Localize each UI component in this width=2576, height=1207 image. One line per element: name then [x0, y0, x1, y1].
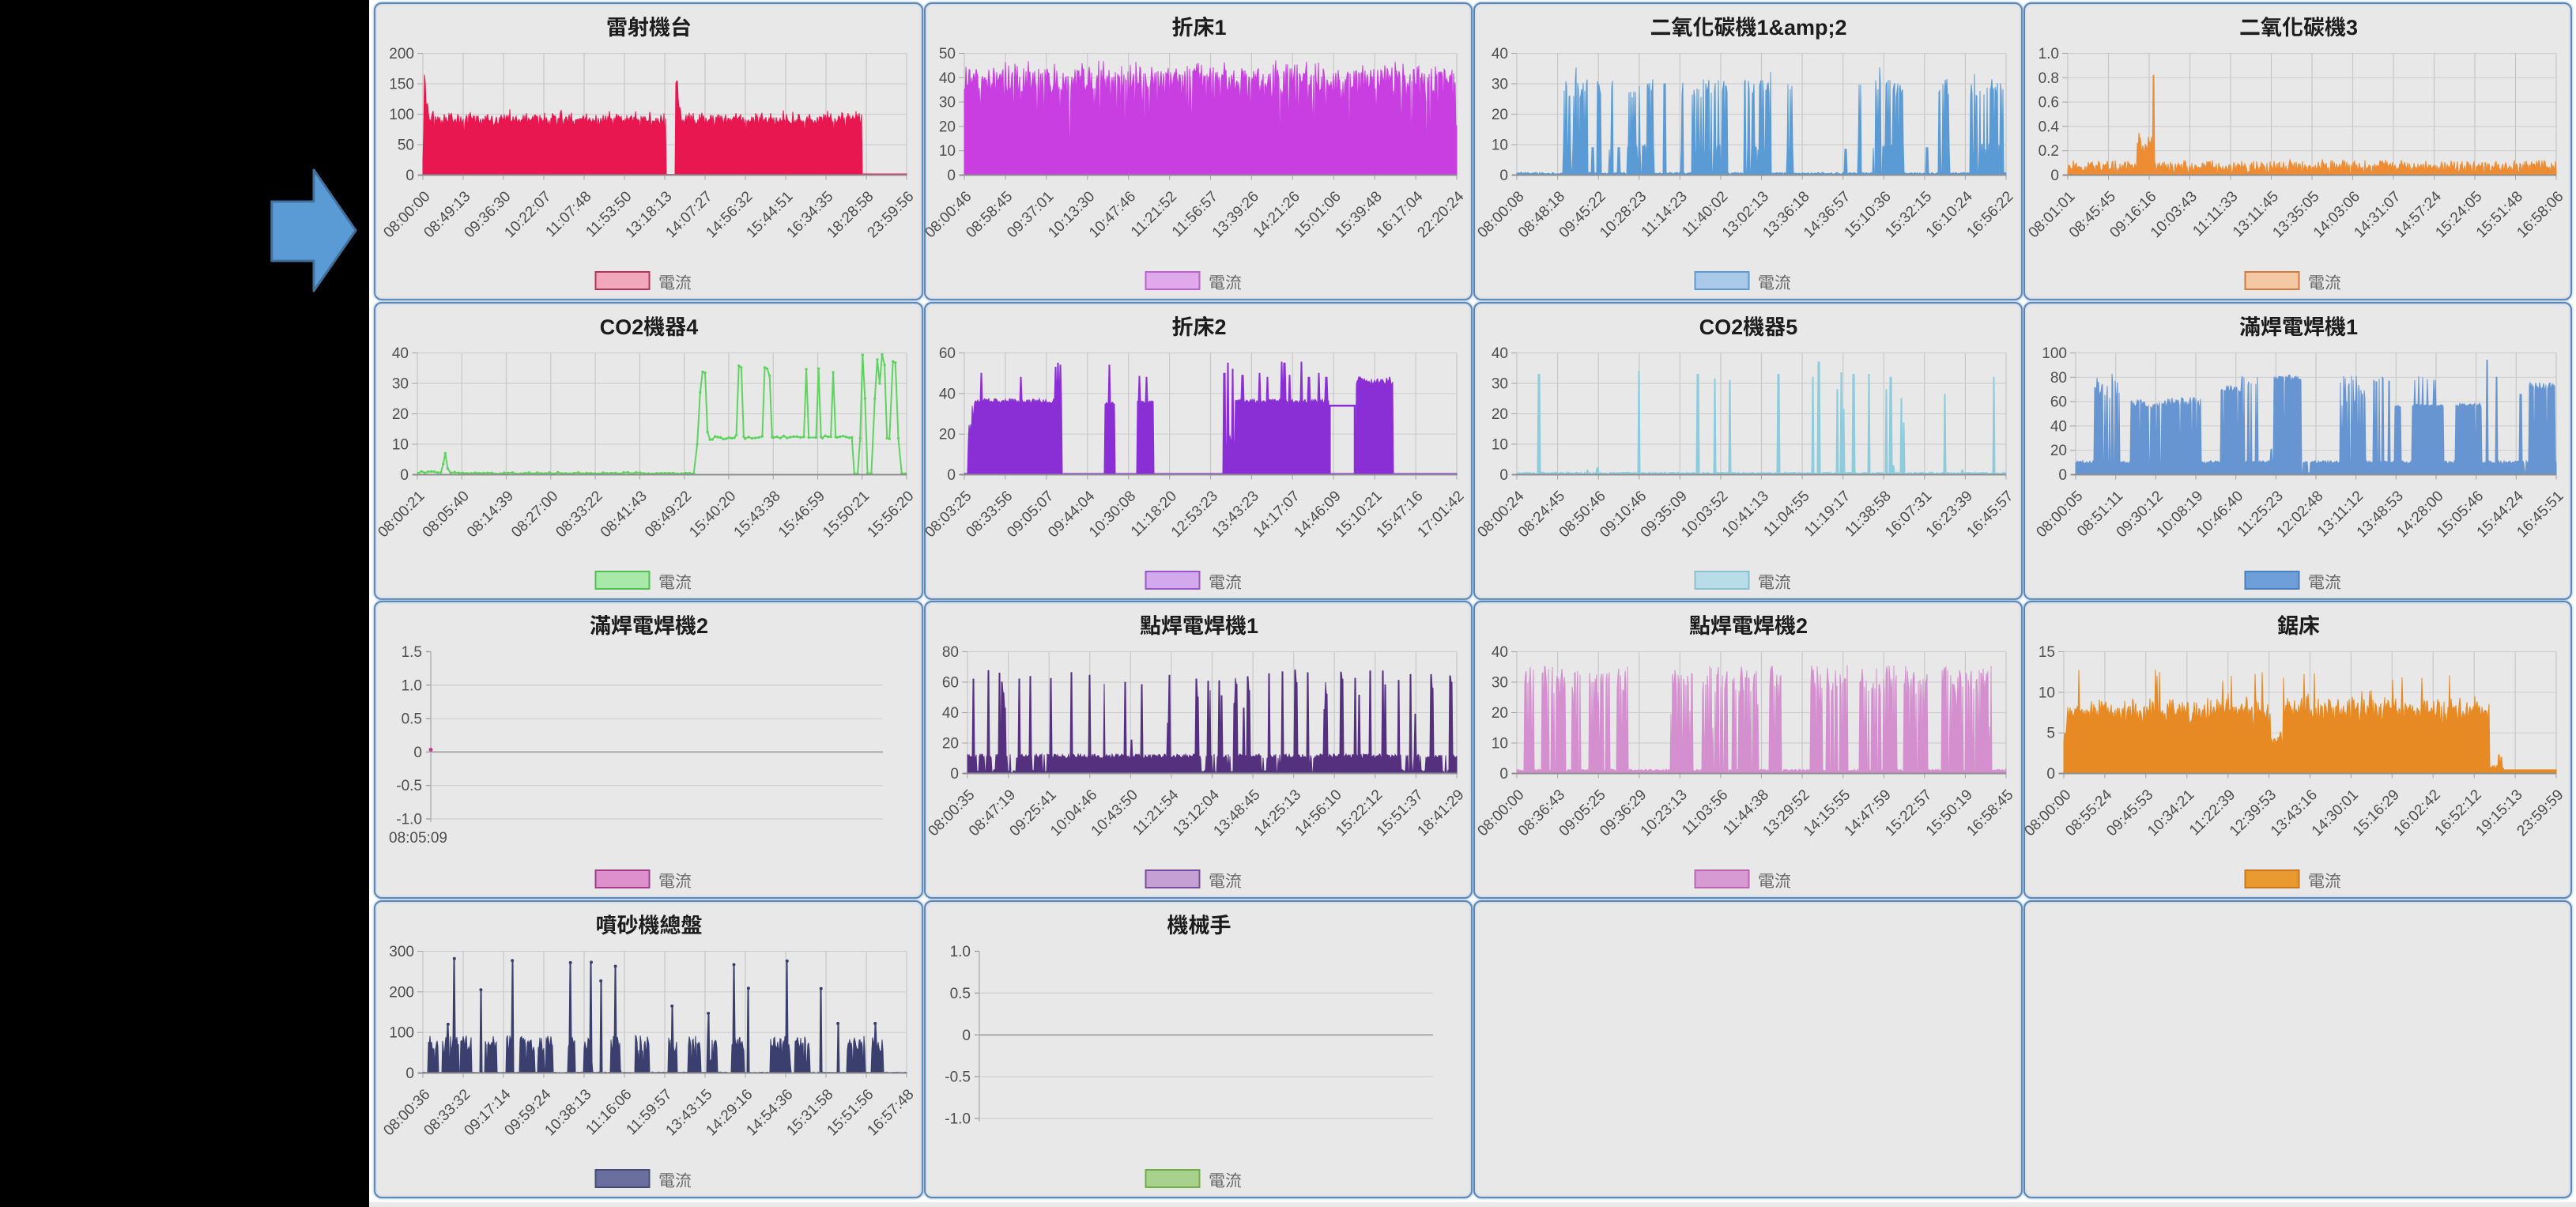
svg-text:200: 200: [389, 984, 414, 1001]
svg-text:40: 40: [2050, 418, 2066, 435]
svg-text:10: 10: [2038, 685, 2054, 701]
svg-text:0.4: 0.4: [2038, 119, 2059, 136]
svg-text:20: 20: [392, 406, 409, 423]
svg-text:0: 0: [2046, 766, 2055, 783]
svg-text:0.2: 0.2: [2038, 143, 2058, 160]
svg-text:08:27:00: 08:27:00: [508, 488, 561, 541]
svg-text:40: 40: [938, 386, 955, 402]
svg-text:30: 30: [1492, 77, 1508, 93]
svg-text:100: 100: [2042, 345, 2067, 362]
svg-text:100: 100: [389, 107, 414, 123]
svg-text:40: 40: [938, 70, 955, 87]
svg-text:15:56:20: 15:56:20: [864, 488, 917, 541]
svg-text:60: 60: [2050, 394, 2066, 410]
svg-text:0: 0: [962, 1027, 971, 1043]
svg-text:0: 0: [400, 467, 409, 484]
svg-text:0.5: 0.5: [402, 711, 422, 728]
svg-text:0.6: 0.6: [2038, 95, 2058, 111]
svg-text:15:40:20: 15:40:20: [686, 488, 739, 541]
svg-text:150: 150: [389, 77, 414, 93]
svg-text:15: 15: [2038, 644, 2054, 661]
svg-text:20: 20: [938, 426, 955, 443]
svg-text:0: 0: [1499, 467, 1508, 484]
svg-text:0: 0: [947, 168, 956, 184]
svg-text:10: 10: [392, 436, 409, 453]
svg-text:0: 0: [2050, 168, 2059, 184]
svg-text:08:41:43: 08:41:43: [598, 488, 651, 541]
svg-text:10: 10: [1492, 736, 1508, 752]
svg-text:1.0: 1.0: [949, 944, 970, 960]
svg-text:15:43:38: 15:43:38: [731, 488, 784, 541]
svg-text:0: 0: [950, 766, 959, 783]
svg-text:30: 30: [938, 95, 955, 111]
svg-text:60: 60: [938, 345, 955, 362]
svg-text:0: 0: [413, 745, 422, 761]
svg-text:300: 300: [389, 944, 414, 960]
svg-text:1.0: 1.0: [402, 677, 422, 694]
svg-text:20: 20: [2050, 443, 2066, 459]
svg-text:08:00:21: 08:00:21: [375, 488, 428, 541]
svg-text:40: 40: [1492, 644, 1508, 661]
svg-text:40: 40: [941, 705, 958, 722]
svg-text:-0.5: -0.5: [945, 1069, 971, 1085]
svg-text:40: 40: [392, 345, 409, 362]
svg-text:10: 10: [938, 143, 955, 160]
svg-text:15:50:21: 15:50:21: [820, 488, 873, 541]
svg-text:20: 20: [941, 736, 958, 752]
svg-text:50: 50: [938, 46, 955, 62]
svg-text:-1.0: -1.0: [396, 812, 422, 828]
svg-text:50: 50: [398, 138, 414, 154]
svg-text:100: 100: [389, 1024, 414, 1041]
svg-text:60: 60: [941, 675, 958, 692]
svg-text:0.8: 0.8: [2038, 70, 2058, 87]
svg-text:80: 80: [2050, 369, 2066, 386]
svg-text:08:49:22: 08:49:22: [642, 488, 695, 541]
svg-text:15:46:59: 15:46:59: [775, 488, 828, 541]
svg-text:40: 40: [1492, 345, 1508, 362]
svg-text:-0.5: -0.5: [396, 778, 422, 794]
svg-text:10: 10: [1492, 436, 1508, 453]
svg-text:20: 20: [1492, 705, 1508, 722]
svg-text:08:33:22: 08:33:22: [553, 488, 605, 541]
svg-text:0.5: 0.5: [949, 985, 970, 1001]
svg-text:80: 80: [941, 644, 958, 661]
svg-text:0: 0: [1499, 766, 1508, 783]
svg-text:10: 10: [1492, 138, 1508, 154]
svg-text:08:14:39: 08:14:39: [464, 488, 517, 541]
svg-text:0: 0: [2058, 467, 2067, 484]
svg-text:0: 0: [405, 168, 414, 184]
svg-text:200: 200: [389, 46, 414, 62]
svg-text:1.5: 1.5: [402, 644, 422, 661]
svg-text:20: 20: [938, 119, 955, 136]
svg-text:40: 40: [1492, 46, 1508, 62]
svg-text:30: 30: [1492, 675, 1508, 692]
svg-text:08:05:09: 08:05:09: [389, 830, 447, 847]
svg-text:0: 0: [947, 467, 956, 484]
svg-text:30: 30: [392, 375, 409, 392]
svg-text:0: 0: [1499, 168, 1508, 184]
svg-text:5: 5: [2046, 726, 2055, 742]
svg-text:08:05:40: 08:05:40: [420, 488, 473, 541]
svg-text:20: 20: [1492, 107, 1508, 123]
svg-text:20: 20: [1492, 406, 1508, 423]
svg-text:0: 0: [405, 1066, 414, 1082]
svg-text:1.0: 1.0: [2038, 46, 2058, 62]
svg-text:-1.0: -1.0: [945, 1111, 971, 1127]
svg-text:30: 30: [1492, 375, 1508, 392]
